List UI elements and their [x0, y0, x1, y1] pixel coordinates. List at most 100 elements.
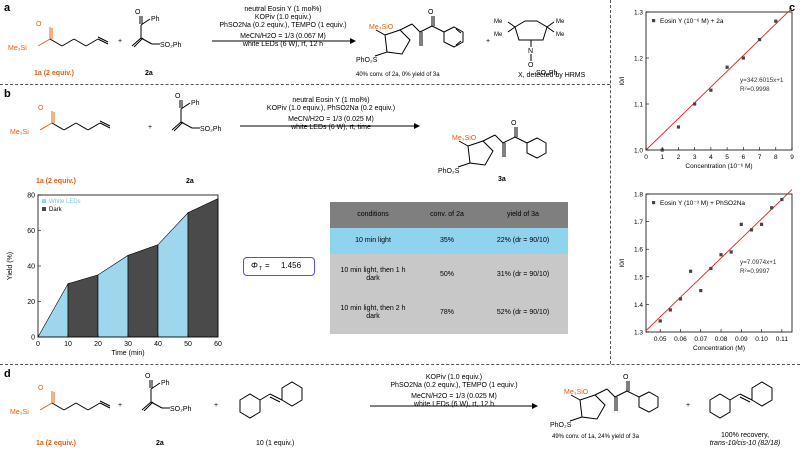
me3si-label-1a: Me₃Si: [8, 45, 27, 52]
x-tick-label: 1: [660, 154, 664, 161]
cond-d-line2: PhSO2Na (0.2 equiv.), TEMPO (1 equiv.): [390, 382, 518, 389]
svg-text:O: O: [428, 9, 434, 16]
table-header-conv: conv. of 2a: [430, 211, 464, 218]
svg-text:Me: Me: [494, 32, 503, 38]
table-cell-yield: 22% (dr = 90/10): [496, 237, 550, 244]
svg-text:PhO₂S: PhO₂S: [356, 57, 378, 64]
structure-x: [507, 20, 555, 61]
data-point: [774, 19, 778, 23]
x-tick-label: 50: [184, 341, 192, 348]
table-row: [330, 228, 568, 254]
svg-text:SO₂Ph: SO₂Ph: [170, 406, 192, 413]
y-tick-label: 1.2: [634, 56, 643, 63]
y-tick-label: 1.1: [634, 102, 643, 109]
legend-label-light: White LEDs: [49, 199, 81, 205]
data-point: [693, 102, 697, 106]
y-tick-label: 20: [27, 299, 35, 306]
cond-b-line1: neutral Eosin Y (1 mol%): [292, 97, 370, 104]
conditions-a: neutral Eosin Y (1 mol%) KOPiv (1.0 equi…: [206, 6, 360, 49]
data-point: [709, 88, 713, 92]
data-point: [725, 65, 729, 69]
product-note-a: 40% conv. of 2a, 0% yield of 3a: [356, 72, 440, 78]
y-axis-label: I0/I: [619, 76, 626, 85]
svg-text:SO₂Ph: SO₂Ph: [200, 126, 222, 133]
yield-segment: [37, 282, 69, 338]
svg-text:SO₂Ph: SO₂Ph: [160, 42, 182, 49]
y-tick-label: 60: [27, 228, 35, 235]
fit-line: [645, 189, 793, 331]
fit-equation: y=7.0974x+1: [740, 259, 777, 266]
plot-frame: [645, 11, 793, 151]
svg-text:Me: Me: [556, 19, 565, 25]
structure-3a-b: [457, 127, 547, 168]
svg-text:Ph: Ph: [191, 100, 200, 107]
yield-segment: [157, 211, 189, 338]
x-tick-label: 0: [644, 154, 648, 161]
x-tick-label: 0.10: [755, 336, 768, 343]
panel-label-a: a: [4, 2, 11, 14]
x-tick-label: 6: [742, 154, 746, 161]
fit-line: [645, 7, 793, 151]
panel-b-structures: O Me₃Si O Ph SO₂Ph Me₃SiO PhO₂S O: [10, 93, 547, 175]
structure-1a-d: [39, 391, 111, 411]
y-tick-label: 1.6: [634, 247, 643, 254]
x-tick-label: 0.06: [674, 336, 687, 343]
svg-text:PhO₂S: PhO₂S: [550, 422, 572, 429]
data-point: [709, 266, 713, 271]
yield-time-chart: 0 10 20 30 40 50 60 0 20 40 60 80 Time (min) Yield (%…: [7, 193, 222, 358]
conditions-b: neutral Eosin Y (1 mol%) KOPiv (1.0 equi…: [238, 97, 424, 132]
conditions-d: KOPiv (1.0 equiv.) PhSO2Na (0.2 equiv.),…: [366, 374, 542, 409]
svg-text:Me₃SiO: Me₃SiO: [452, 135, 477, 142]
data-point: [676, 125, 681, 129]
table-header-yield: yield of 3a: [507, 211, 539, 218]
x-axis-label: Concentration (M): [693, 345, 745, 352]
x-tick-label: 0.09: [735, 336, 748, 343]
svg-text:Me₃SiO: Me₃SiO: [564, 389, 589, 396]
x-tick-label: 0.11: [776, 336, 789, 343]
svg-text:Me₃SiO: Me₃SiO: [369, 24, 394, 31]
recovery-note-d: 100% recovery, trans-10/cis-10 (82/18): [690, 432, 800, 448]
data-point: [719, 253, 723, 257]
yield-segment: [127, 244, 159, 338]
plus-d3: +: [686, 402, 691, 409]
y-axis-label: I0/I: [619, 258, 626, 267]
stern-volmer-chart-phso2na: 0.05 0.06 0.07 0.08 0.09 0.10 0.11 1.3 1.4 1.5 1.6…: [619, 189, 793, 352]
svg-text:O: O: [145, 373, 151, 380]
svg-text:O: O: [511, 120, 517, 127]
svg-text:O: O: [528, 62, 534, 69]
svg-text:Me₃Si: Me₃Si: [10, 129, 29, 136]
plus-b: +: [148, 124, 153, 131]
product-note-d: 49% conv. of 1a, 24% yield of 3a: [552, 434, 639, 440]
structure-2a: [131, 16, 160, 48]
structure-10-d: [239, 381, 303, 419]
table-cell-condition: 10 min light: [355, 237, 391, 244]
phi-symbol: Φ: [251, 261, 258, 270]
data-point: [770, 206, 774, 210]
svg-text:O: O: [38, 105, 44, 112]
quantum-yield-box: Φ T = 1.456: [243, 257, 315, 276]
results-table: conditions conv. of 2a yield of 3a 10 mi…: [330, 202, 568, 334]
y-tick-label: 1.0: [634, 148, 643, 155]
svg-text:PhO₂S: PhO₂S: [438, 168, 460, 175]
divider-ab: [0, 84, 610, 85]
yield-segment: [187, 198, 219, 338]
y-tick-label: 1.7: [634, 219, 643, 226]
panel-d-structures: O Me₃Si O Ph SO₂Ph Me₃SiO PhO₂S O: [10, 373, 773, 429]
structure-10-recovery: [709, 381, 773, 419]
fit-r2: R²=0.9998: [740, 86, 770, 93]
reagent-1a-label-a: 1a (2 equiv.): [34, 70, 74, 77]
legend-marker: [652, 19, 656, 23]
cond-d-line3: MeCN/H2O = 1/3 (0.025 M): [411, 393, 497, 400]
panel-label-d: d: [4, 368, 11, 380]
svg-text:Ph: Ph: [161, 380, 170, 387]
cond-d-line4: white LEDs (6 W), rt, 12 h: [413, 401, 495, 408]
structure-3a-a: [374, 16, 464, 57]
table-cell-yield: 31% (dr = 90/10): [496, 271, 550, 278]
plus-a1: +: [118, 38, 123, 45]
x-tick-label: 0: [36, 341, 40, 348]
phi-value: 1.456: [281, 261, 302, 270]
x-tick-label: 0.05: [654, 336, 667, 343]
panel-label-b: b: [4, 88, 11, 100]
table-cell-conv: 50%: [439, 271, 454, 278]
cond-b-line2: KOPiv (1.0 equiv.), PhSO2Na (0.2 equiv.): [266, 105, 396, 112]
